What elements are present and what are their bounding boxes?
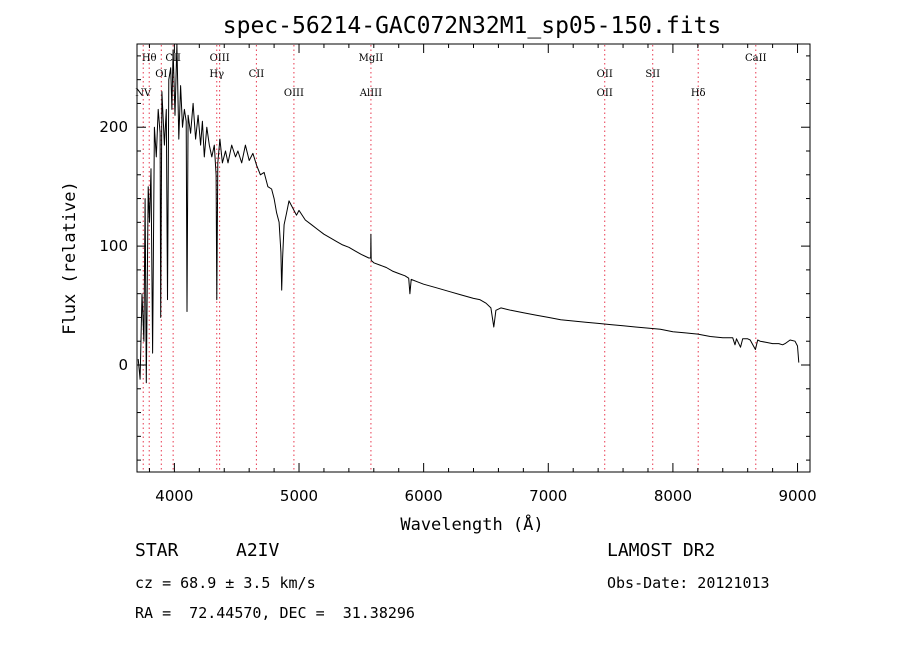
x-axis-label: Wavelength (Å) [400,513,543,535]
survey-release: LAMOST DR2 [607,540,716,561]
axes: 4000 5000 6000 7000 8000 9000 0 100 200 [99,43,817,505]
line-marker-label-12: SII [645,69,660,80]
chart-title: spec-56214-GAC072N32M1_sp05-150.fits [223,13,722,39]
x-tick-label: 6000 [405,487,443,505]
line-marker-label-11: OII [597,88,613,99]
line-marker-label-0: Hθ [142,53,157,64]
line-marker-label-4: OIII [210,53,230,64]
y-tick-label: 0 [118,356,128,374]
x-tick-label: 9000 [778,487,816,505]
line-marker-label-2: OI [155,69,167,80]
x-tick-label: 5000 [280,487,318,505]
x-tick-label: 8000 [654,487,692,505]
line-marker-label-5: Hγ [209,69,224,80]
spectrum-line [137,43,800,384]
x-tick-label: 7000 [529,487,567,505]
observation-date: Obs-Date: 20121013 [607,574,770,592]
y-axis-label: Flux (relative) [60,181,80,335]
line-marker-label-14: CaII [745,53,767,64]
x-tick-label: 4000 [155,487,193,505]
object-class: STAR [135,540,179,561]
object-subclass: A2IV [236,540,280,561]
coordinates: RA = 72.44570, DEC = 31.38296 [135,604,415,622]
line-marker-label-8: MgII [359,53,384,64]
line-marker-label-9: AlIII [359,88,382,99]
line-marker-label-7: OIII [284,88,304,99]
spectrum-series [137,43,800,384]
plot-frame [136,43,811,473]
line-marker-label-10: OII [597,69,613,80]
line-marker-label-6: CII [249,69,265,80]
redshift-velocity: cz = 68.9 ± 3.5 km/s [135,574,316,592]
line-marker-label-13: Hδ [691,88,706,99]
y-tick-label: 200 [99,118,128,136]
y-tick-label: 100 [99,237,128,255]
line-marker-label-1: NV [135,88,152,99]
